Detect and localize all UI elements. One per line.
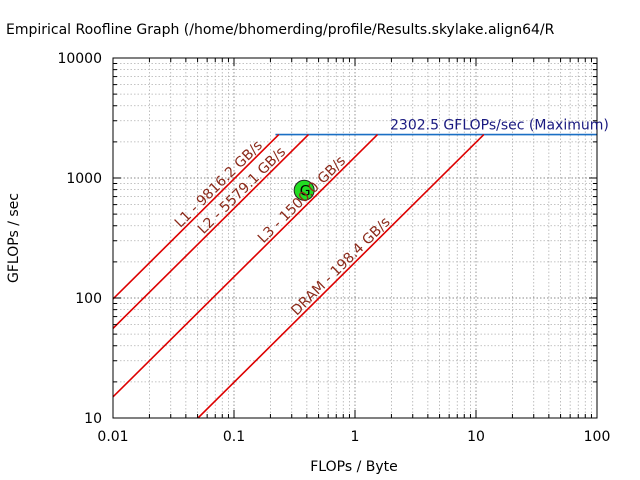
y-tick-label: 100 <box>75 291 102 307</box>
x-tick-label: 0.01 <box>97 429 128 445</box>
roof-lines <box>113 133 597 418</box>
y-tick-label: 10 <box>84 411 102 427</box>
x-tick-label: 0.1 <box>223 429 245 445</box>
x-tick-label: 10 <box>467 429 485 445</box>
grid <box>112 57 598 419</box>
bandwidth-roof-line <box>113 133 379 398</box>
chart-title: Empirical Roofline Graph (/home/bhomerdi… <box>6 22 555 38</box>
bandwidth-roof-line <box>113 133 280 300</box>
compute-roof-label: 2302.5 GFLOPs/sec (Maximum) <box>390 118 609 134</box>
bandwidth-roof-line <box>197 133 485 418</box>
axis-ticks: 0.01 0.1 1 10 100 10 100 1000 10000 <box>57 51 610 445</box>
y-axis-title: GFLOPs / sec <box>6 193 22 283</box>
y-tick-label: 1000 <box>66 171 102 187</box>
data-point-marker <box>293 179 315 201</box>
x-tick-label: 1 <box>351 429 360 445</box>
y-tick-label: 10000 <box>57 51 102 67</box>
data-points: G <box>293 179 315 201</box>
bandwidth-roof-line <box>113 133 310 329</box>
data-point-label: G <box>300 183 311 199</box>
x-tick-label: 100 <box>584 429 611 445</box>
x-axis-title: FLOPs / Byte <box>310 459 397 475</box>
